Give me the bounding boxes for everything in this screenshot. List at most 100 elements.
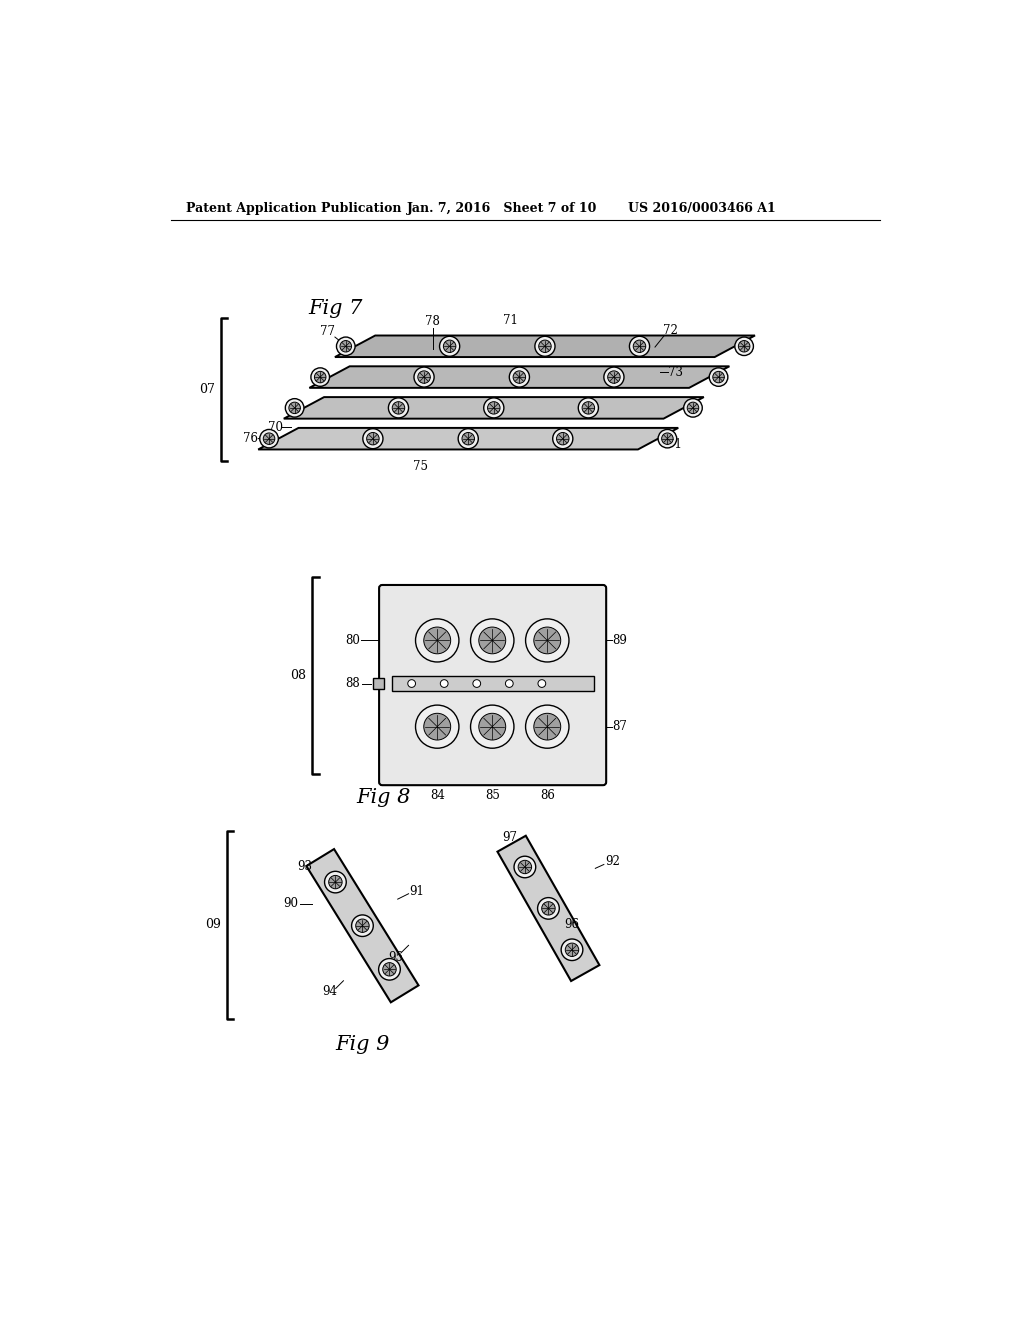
Circle shape: [684, 399, 702, 417]
Text: 96: 96: [564, 917, 580, 931]
Circle shape: [565, 942, 579, 957]
Text: 90: 90: [284, 898, 298, 911]
Circle shape: [479, 713, 506, 741]
Text: 88: 88: [345, 677, 360, 690]
Text: 84: 84: [430, 788, 444, 801]
Circle shape: [362, 429, 383, 449]
Circle shape: [738, 341, 750, 352]
Circle shape: [414, 367, 434, 387]
Circle shape: [542, 902, 555, 915]
Polygon shape: [306, 849, 419, 1002]
Circle shape: [416, 705, 459, 748]
Circle shape: [388, 397, 409, 418]
Circle shape: [518, 861, 531, 874]
Text: Fig 7: Fig 7: [308, 300, 362, 318]
Circle shape: [561, 939, 583, 961]
Circle shape: [710, 368, 728, 387]
Text: Fig 9: Fig 9: [336, 1035, 390, 1053]
Circle shape: [479, 627, 506, 653]
Text: 09: 09: [205, 917, 221, 931]
FancyBboxPatch shape: [379, 585, 606, 785]
Circle shape: [260, 429, 279, 447]
Circle shape: [556, 433, 569, 445]
Text: Jan. 7, 2016   Sheet 7 of 10: Jan. 7, 2016 Sheet 7 of 10: [407, 202, 597, 215]
Circle shape: [340, 341, 351, 352]
Circle shape: [286, 399, 304, 417]
Circle shape: [439, 337, 460, 356]
Text: 86: 86: [540, 788, 555, 801]
Text: 94: 94: [322, 985, 337, 998]
Circle shape: [408, 680, 416, 688]
Circle shape: [607, 371, 621, 383]
Circle shape: [487, 401, 500, 414]
Polygon shape: [498, 836, 599, 981]
Text: Fig 8: Fig 8: [356, 788, 411, 808]
Polygon shape: [335, 335, 755, 358]
Circle shape: [506, 680, 513, 688]
Text: 76: 76: [243, 432, 258, 445]
Polygon shape: [309, 367, 729, 388]
Circle shape: [314, 371, 326, 383]
Circle shape: [351, 915, 374, 936]
Circle shape: [471, 705, 514, 748]
Circle shape: [383, 962, 396, 975]
Circle shape: [630, 337, 649, 356]
Circle shape: [416, 619, 459, 663]
Circle shape: [534, 627, 561, 653]
Circle shape: [687, 403, 698, 413]
Circle shape: [713, 371, 724, 383]
Circle shape: [367, 433, 379, 445]
Text: 93: 93: [297, 861, 312, 874]
Circle shape: [514, 857, 536, 878]
Circle shape: [263, 433, 274, 445]
Text: 71: 71: [667, 438, 682, 451]
Circle shape: [379, 958, 400, 979]
Circle shape: [311, 368, 330, 387]
Text: 80: 80: [345, 634, 360, 647]
Text: Patent Application Publication: Patent Application Publication: [186, 202, 401, 215]
Circle shape: [579, 397, 598, 418]
Text: 92: 92: [605, 855, 620, 869]
Circle shape: [525, 619, 569, 663]
Text: 78: 78: [425, 315, 440, 329]
Text: 73: 73: [668, 366, 683, 379]
Circle shape: [604, 367, 624, 387]
Circle shape: [534, 713, 561, 741]
Circle shape: [535, 337, 555, 356]
Text: US 2016/0003466 A1: US 2016/0003466 A1: [628, 202, 775, 215]
Text: 75: 75: [413, 459, 428, 473]
Text: 77: 77: [319, 325, 335, 338]
Circle shape: [483, 397, 504, 418]
Circle shape: [539, 341, 551, 352]
Circle shape: [443, 341, 456, 352]
Circle shape: [509, 367, 529, 387]
Circle shape: [424, 627, 451, 653]
Circle shape: [462, 433, 474, 445]
Circle shape: [473, 680, 480, 688]
Text: 97: 97: [503, 832, 517, 843]
Text: 85: 85: [484, 788, 500, 801]
Circle shape: [458, 429, 478, 449]
Circle shape: [289, 403, 300, 413]
Circle shape: [424, 713, 451, 741]
Circle shape: [355, 919, 370, 932]
Circle shape: [662, 433, 673, 445]
Circle shape: [471, 619, 514, 663]
Circle shape: [633, 341, 646, 352]
Text: 08: 08: [290, 668, 306, 681]
Bar: [373, 678, 384, 689]
Circle shape: [735, 337, 754, 355]
Text: 81: 81: [430, 602, 444, 615]
Circle shape: [538, 898, 559, 919]
Text: 87: 87: [612, 721, 628, 733]
Text: 91: 91: [410, 884, 425, 898]
Circle shape: [337, 337, 355, 355]
Text: 82: 82: [485, 602, 500, 615]
Circle shape: [538, 680, 546, 688]
Circle shape: [329, 875, 342, 888]
Circle shape: [392, 401, 404, 414]
Circle shape: [658, 429, 677, 447]
Circle shape: [582, 401, 595, 414]
Text: 70: 70: [267, 421, 283, 434]
Circle shape: [440, 680, 449, 688]
